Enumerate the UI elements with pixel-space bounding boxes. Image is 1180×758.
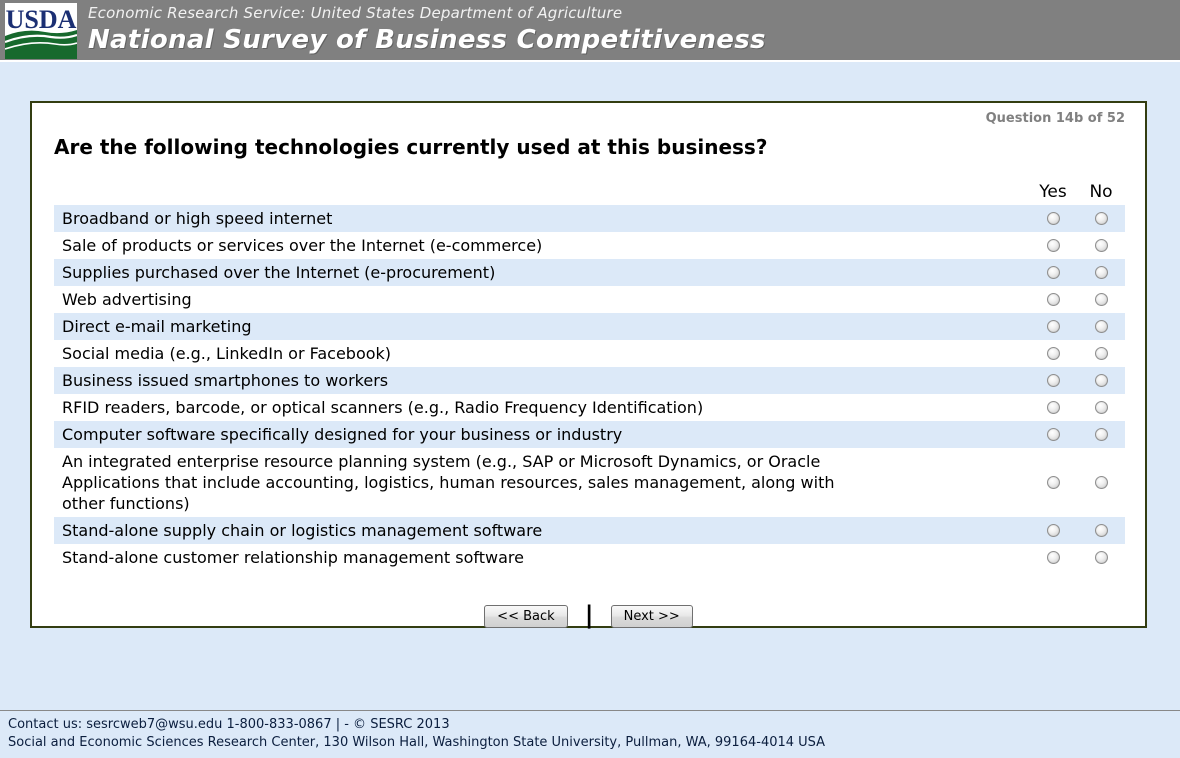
no-cell xyxy=(1077,401,1125,414)
no-radio[interactable] xyxy=(1094,401,1108,414)
table-row: An integrated enterprise resource planni… xyxy=(54,448,1125,517)
back-button[interactable]: << Back xyxy=(484,604,568,628)
table-row: Business issued smartphones to workers xyxy=(54,367,1125,394)
agency-line: Economic Research Service: United States… xyxy=(88,4,623,22)
no-radio[interactable] xyxy=(1094,212,1108,225)
table-row: Stand-alone supply chain or logistics ma… xyxy=(54,517,1125,544)
yes-radio[interactable] xyxy=(1046,524,1060,537)
table-row: Direct e-mail marketing xyxy=(54,313,1125,340)
no-cell xyxy=(1077,476,1125,489)
technology-label: An integrated enterprise resource planni… xyxy=(62,452,835,513)
question-progress: Question 14b of 52 xyxy=(985,111,1125,126)
svg-text:USDA: USDA xyxy=(6,5,77,34)
yes-cell xyxy=(1029,266,1077,279)
table-body: Broadband or high speed internet Sale of … xyxy=(54,205,1125,571)
yes-cell xyxy=(1029,239,1077,252)
technology-label: Computer software specifically designed … xyxy=(62,425,623,444)
technology-label: Web advertising xyxy=(62,290,192,309)
technology-label: Supplies purchased over the Internet (e-… xyxy=(62,263,496,282)
no-cell xyxy=(1077,551,1125,564)
yes-cell xyxy=(1029,293,1077,306)
yes-radio[interactable] xyxy=(1046,347,1060,360)
yes-cell xyxy=(1029,428,1077,441)
technology-label: Broadband or high speed internet xyxy=(62,209,333,228)
technology-label: Social media (e.g., LinkedIn or Facebook… xyxy=(62,344,392,363)
yes-cell xyxy=(1029,374,1077,387)
yes-radio[interactable] xyxy=(1046,374,1060,387)
yes-cell xyxy=(1029,401,1077,414)
yes-radio[interactable] xyxy=(1046,293,1060,306)
table-row: Supplies purchased over the Internet (e-… xyxy=(54,259,1125,286)
no-cell xyxy=(1077,239,1125,252)
survey-title: National Survey of Business Competitiven… xyxy=(88,25,766,55)
navigation-buttons: << Back | Next >> xyxy=(52,603,1125,628)
button-divider: | xyxy=(584,601,594,629)
no-column-header: No xyxy=(1089,182,1113,202)
table-row: Stand-alone customer relationship manage… xyxy=(54,544,1125,571)
yes-radio[interactable] xyxy=(1046,320,1060,333)
yes-cell xyxy=(1029,212,1077,225)
yes-radio[interactable] xyxy=(1046,476,1060,489)
table-row: Web advertising xyxy=(54,286,1125,313)
app-header: USDA Economic Research Service: United S… xyxy=(0,0,1180,62)
table-row: Sale of products or services over the In… xyxy=(54,232,1125,259)
no-cell xyxy=(1077,347,1125,360)
technology-label: RFID readers, barcode, or optical scanne… xyxy=(62,398,704,417)
no-cell xyxy=(1077,293,1125,306)
no-radio[interactable] xyxy=(1094,428,1108,441)
table-header: Yes No xyxy=(54,179,1125,203)
table-row: Social media (e.g., LinkedIn or Facebook… xyxy=(54,340,1125,367)
no-radio[interactable] xyxy=(1094,347,1108,360)
question-title: Are the following technologies currently… xyxy=(54,135,768,159)
technology-label: Business issued smartphones to workers xyxy=(62,371,389,390)
table-row: Broadband or high speed internet xyxy=(54,205,1125,232)
yes-radio[interactable] xyxy=(1046,551,1060,564)
no-cell xyxy=(1077,374,1125,387)
yes-cell xyxy=(1029,551,1077,564)
no-radio[interactable] xyxy=(1094,266,1108,279)
next-button[interactable]: Next >> xyxy=(610,604,693,628)
no-cell xyxy=(1077,428,1125,441)
no-cell xyxy=(1077,266,1125,279)
no-radio[interactable] xyxy=(1094,551,1108,564)
question-panel: Question 14b of 52 Are the following tec… xyxy=(30,101,1147,628)
yes-cell xyxy=(1029,524,1077,537)
yes-radio[interactable] xyxy=(1046,212,1060,225)
yes-radio[interactable] xyxy=(1046,401,1060,414)
yes-cell xyxy=(1029,320,1077,333)
no-cell xyxy=(1077,212,1125,225)
technology-label: Stand-alone supply chain or logistics ma… xyxy=(62,521,543,540)
yes-column-header: Yes xyxy=(1039,182,1067,202)
footer-contact-line: Contact us: sesrcweb7@wsu.edu 1-800-833-… xyxy=(8,717,450,732)
no-radio[interactable] xyxy=(1094,320,1108,333)
table-row: RFID readers, barcode, or optical scanne… xyxy=(54,394,1125,421)
yes-radio[interactable] xyxy=(1046,239,1060,252)
technology-label: Direct e-mail marketing xyxy=(62,317,252,336)
no-radio[interactable] xyxy=(1094,239,1108,252)
no-radio[interactable] xyxy=(1094,293,1108,306)
no-radio[interactable] xyxy=(1094,374,1108,387)
technology-table: Yes No Broadband or high speed internet S… xyxy=(54,179,1125,571)
no-radio[interactable] xyxy=(1094,476,1108,489)
usda-logo-icon: USDA xyxy=(5,3,77,59)
yes-cell xyxy=(1029,476,1077,489)
table-row: Computer software specifically designed … xyxy=(54,421,1125,448)
yes-cell xyxy=(1029,347,1077,360)
technology-label: Sale of products or services over the In… xyxy=(62,236,543,255)
yes-radio[interactable] xyxy=(1046,266,1060,279)
page-footer: Contact us: sesrcweb7@wsu.edu 1-800-833-… xyxy=(0,710,1180,758)
footer-address-line: Social and Economic Sciences Research Ce… xyxy=(8,735,826,750)
yes-radio[interactable] xyxy=(1046,428,1060,441)
no-cell xyxy=(1077,320,1125,333)
no-cell xyxy=(1077,524,1125,537)
technology-label: Stand-alone customer relationship manage… xyxy=(62,548,524,567)
no-radio[interactable] xyxy=(1094,524,1108,537)
